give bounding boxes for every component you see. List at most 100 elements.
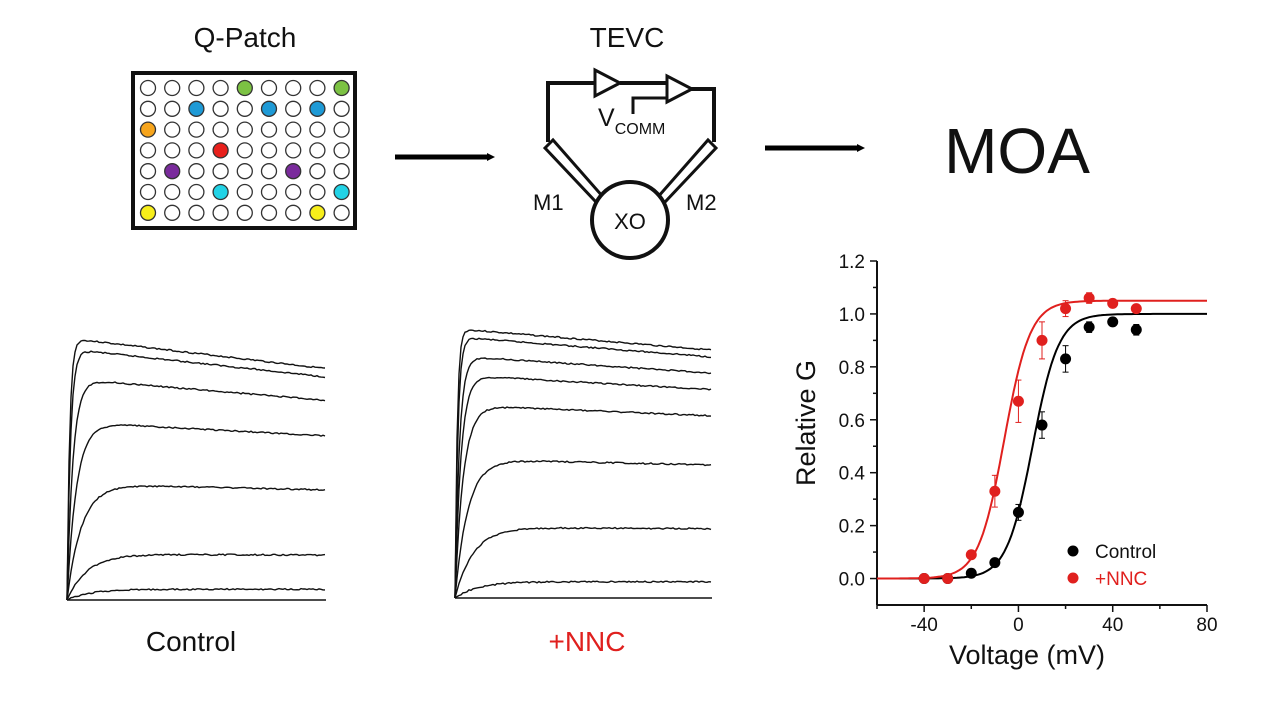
y-tick-label: 0.8 — [839, 358, 865, 379]
plate-well — [139, 100, 157, 117]
x-tick-label: -40 — [910, 615, 937, 636]
plate-well — [309, 100, 326, 117]
plate-well — [188, 204, 205, 221]
nnc-trace-sweep — [454, 329, 712, 599]
y-tick-label: 0.0 — [839, 570, 865, 591]
plate-well — [188, 79, 205, 97]
plate-well — [260, 183, 278, 201]
plate-well — [285, 121, 302, 138]
plate-well — [333, 142, 350, 159]
data-point-control — [1060, 353, 1072, 365]
plate-well — [309, 204, 326, 221]
nnc-trace-sweep — [454, 580, 712, 599]
plate-well — [236, 163, 253, 180]
fit-curve-nnc — [877, 299, 1207, 580]
amplifier-1-icon — [593, 67, 624, 99]
x-axis-title: Voltage (mV) — [949, 640, 1105, 670]
nnc-trace-sweep — [454, 337, 711, 599]
control-trace-sweep — [66, 350, 326, 601]
data-point-nnc — [1130, 303, 1142, 315]
plate-well — [212, 121, 229, 138]
plate-well — [333, 204, 350, 221]
control-trace-sweep — [66, 424, 326, 601]
nnc-trace-sweep — [454, 357, 712, 599]
plate-well — [285, 142, 302, 159]
plate-well — [212, 163, 229, 180]
plate-well — [260, 142, 278, 159]
legend-label-control: Control — [1095, 542, 1156, 563]
x-tick-label: 40 — [1102, 615, 1123, 636]
m1-label: M1 — [533, 190, 564, 215]
data-point-nnc — [942, 573, 954, 585]
nnc-trace-sweep — [454, 459, 712, 599]
data-point-control — [989, 557, 1001, 569]
plate-well — [260, 204, 278, 221]
qpatch-title: Q-Patch — [194, 22, 297, 53]
data-point-control — [1083, 321, 1095, 333]
oocyte-icon — [590, 180, 670, 260]
plate-well — [139, 163, 157, 180]
plate-well — [188, 183, 205, 201]
plate-well — [188, 163, 205, 180]
plate-well — [333, 121, 350, 138]
vcomm-wire — [631, 96, 667, 114]
plate-well — [212, 142, 229, 159]
data-point-nnc — [1036, 334, 1048, 346]
plate-well — [236, 183, 253, 201]
nnc-trace-sweep — [454, 406, 712, 599]
control-trace-sweep — [66, 553, 326, 601]
plate-well — [139, 142, 157, 159]
plate-well — [212, 100, 229, 117]
plate-well — [285, 183, 302, 201]
qpatch-panel: Q-Patch — [131, 22, 357, 230]
data-point-nnc — [1107, 297, 1119, 309]
data-point-nnc — [918, 573, 930, 585]
plate-well — [164, 183, 181, 201]
plate-well — [333, 79, 350, 97]
plate-well — [260, 79, 278, 97]
y-tick-label: 0.6 — [839, 411, 865, 432]
control-trace-sweep — [66, 587, 325, 601]
plate-well — [188, 121, 205, 138]
data-point-control — [1012, 506, 1024, 518]
data-point-nnc — [1083, 292, 1095, 304]
plate-well — [236, 204, 253, 221]
data-point-control — [965, 567, 977, 579]
y-axis-title: Relative G — [791, 360, 821, 486]
plate-well — [139, 204, 157, 221]
plate-well — [309, 142, 326, 159]
plate-well — [164, 163, 181, 180]
plate-wells — [139, 79, 350, 221]
tevc-panel: TEVC VCOMM XO M1 M2 — [533, 22, 719, 260]
plate-well — [139, 79, 157, 97]
plate-well — [309, 121, 326, 138]
control-trace-label: Control — [146, 626, 236, 657]
vcomm-main: V — [598, 104, 615, 132]
plate-well — [236, 100, 253, 117]
circuit-wire-left — [546, 81, 595, 142]
data-point-control — [1130, 324, 1142, 336]
control-trace-sweep — [66, 485, 326, 601]
plate-well — [164, 100, 181, 117]
nnc-traces — [454, 329, 712, 599]
amplifier-2-icon — [665, 73, 696, 105]
legend-label-nnc: +NNC — [1095, 569, 1147, 590]
y-tick-label: 0.4 — [839, 464, 866, 485]
plate-well — [333, 100, 350, 117]
plate-well — [164, 142, 181, 159]
plate-well — [139, 183, 157, 201]
y-tick-label: 1.0 — [839, 305, 865, 326]
control-traces — [66, 339, 326, 601]
plate-well — [236, 121, 253, 138]
data-point-control — [1107, 316, 1119, 328]
plate-well — [333, 163, 350, 180]
plate-well — [309, 79, 326, 97]
nnc-trace-sweep — [454, 376, 712, 599]
y-tick-label: 1.2 — [839, 252, 865, 273]
nnc-trace-sweep — [454, 526, 712, 599]
plate-well — [285, 100, 302, 117]
x-tick-label: 0 — [1013, 615, 1024, 636]
plate-well — [309, 183, 326, 201]
data-point-control — [1036, 419, 1048, 431]
plate-well — [164, 79, 181, 97]
